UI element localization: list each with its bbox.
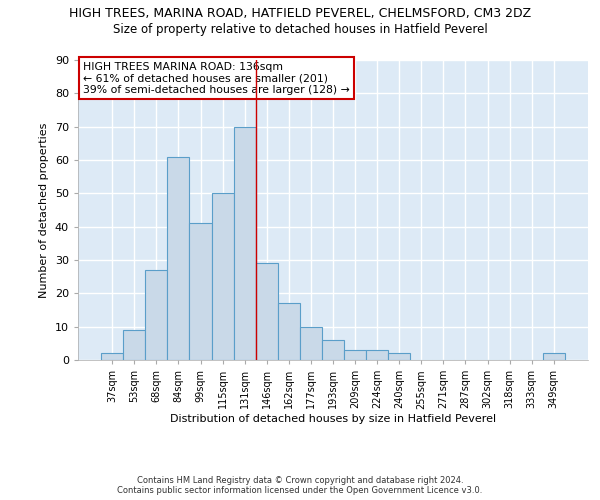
Bar [123,330,145,360]
Bar [101,354,123,360]
Bar [278,304,300,360]
Bar [212,194,233,360]
Bar [366,350,388,360]
Bar [300,326,322,360]
Text: HIGH TREES MARINA ROAD: 136sqm
← 61% of detached houses are smaller (201)
39% of: HIGH TREES MARINA ROAD: 136sqm ← 61% of … [83,62,350,94]
Y-axis label: Number of detached properties: Number of detached properties [39,122,49,298]
Bar [190,224,212,360]
Bar [344,350,366,360]
Bar [256,264,278,360]
Text: Contains HM Land Registry data © Crown copyright and database right 2024.
Contai: Contains HM Land Registry data © Crown c… [118,476,482,495]
Bar [322,340,344,360]
Bar [543,354,565,360]
X-axis label: Distribution of detached houses by size in Hatfield Peverel: Distribution of detached houses by size … [170,414,496,424]
Bar [388,354,410,360]
Bar [145,270,167,360]
Bar [167,156,190,360]
Bar [233,126,256,360]
Text: HIGH TREES, MARINA ROAD, HATFIELD PEVEREL, CHELMSFORD, CM3 2DZ: HIGH TREES, MARINA ROAD, HATFIELD PEVERE… [69,8,531,20]
Text: Size of property relative to detached houses in Hatfield Peverel: Size of property relative to detached ho… [113,22,487,36]
